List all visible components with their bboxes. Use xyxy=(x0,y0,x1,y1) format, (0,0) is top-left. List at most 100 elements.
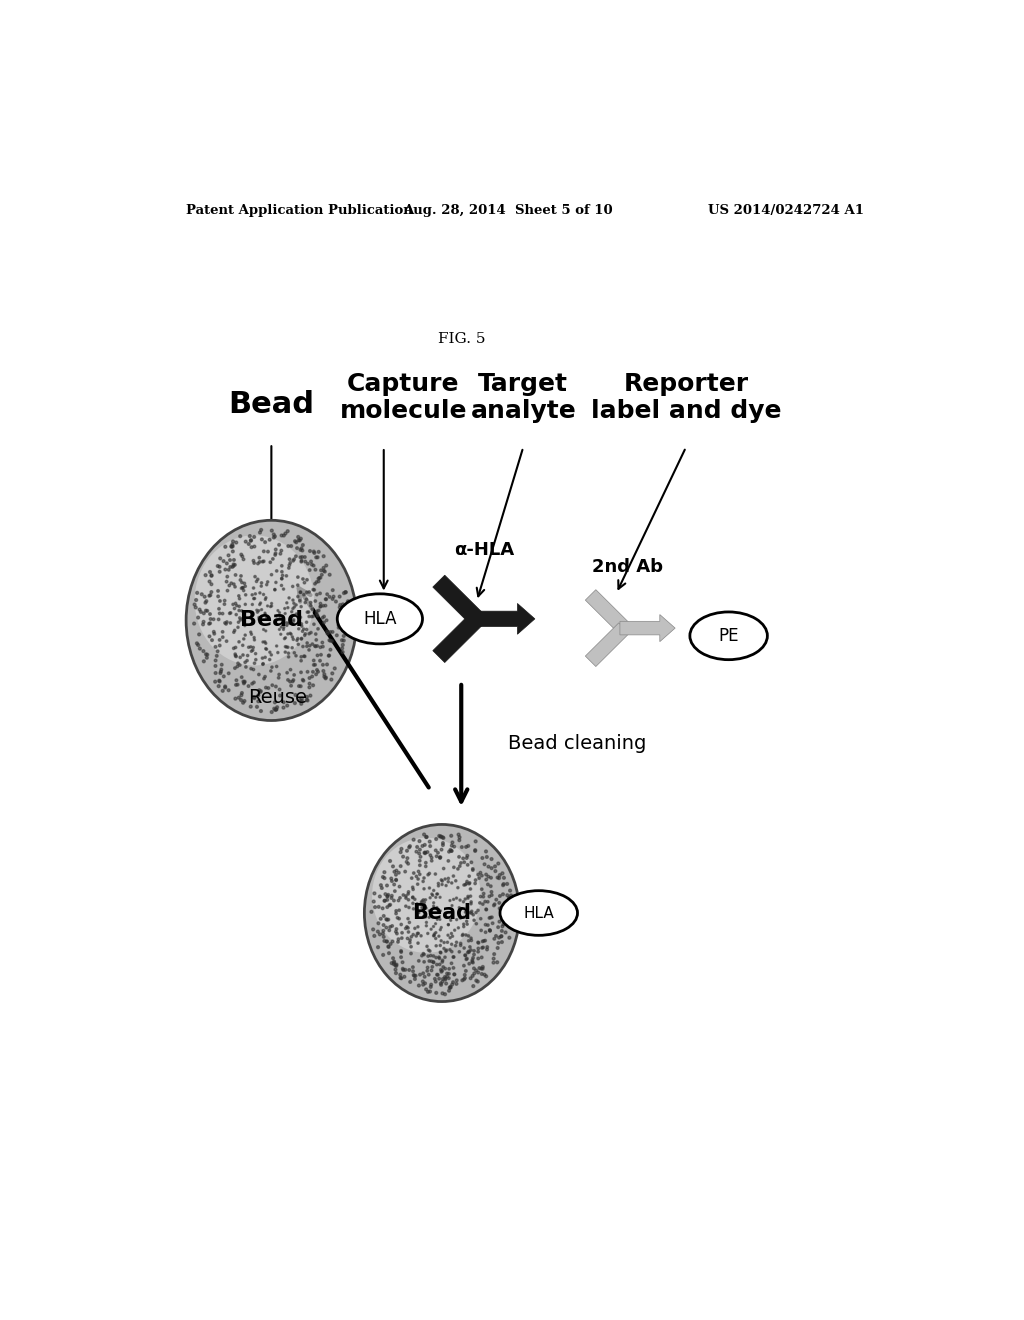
Point xyxy=(295,636,311,657)
Point xyxy=(436,939,453,960)
Point xyxy=(433,931,450,952)
Point xyxy=(224,535,241,556)
Point xyxy=(391,900,408,921)
Point xyxy=(239,649,255,671)
Point xyxy=(279,615,295,636)
Point xyxy=(472,886,488,907)
Point xyxy=(425,884,441,906)
Point xyxy=(307,623,324,644)
Point xyxy=(418,898,434,919)
Point xyxy=(227,688,244,709)
Point xyxy=(249,602,265,623)
Point xyxy=(314,655,331,676)
Point xyxy=(461,941,477,962)
Point xyxy=(435,858,452,879)
Point xyxy=(255,583,271,605)
Point xyxy=(302,685,318,706)
Point xyxy=(435,834,452,855)
Point xyxy=(432,935,449,956)
Point xyxy=(299,661,315,682)
Point xyxy=(492,911,508,932)
Point xyxy=(442,927,459,948)
Point xyxy=(380,884,396,906)
Point xyxy=(422,887,438,908)
Text: Target
analyte: Target analyte xyxy=(470,372,577,422)
Point xyxy=(257,647,273,668)
Point xyxy=(393,946,410,968)
Point xyxy=(465,948,481,969)
Point xyxy=(216,594,232,615)
Point xyxy=(256,668,272,689)
Point xyxy=(271,678,288,700)
Point xyxy=(394,958,411,979)
Point xyxy=(374,878,390,899)
Point xyxy=(339,620,355,642)
Point xyxy=(460,886,476,907)
Point xyxy=(486,928,503,949)
Point xyxy=(403,927,420,948)
Point xyxy=(211,630,227,651)
Point xyxy=(443,841,460,862)
Point xyxy=(452,907,468,928)
Point xyxy=(232,525,249,546)
Point xyxy=(400,898,417,919)
Point xyxy=(418,907,434,928)
Point xyxy=(246,587,262,609)
Point xyxy=(313,564,330,585)
Point xyxy=(388,869,404,890)
Point xyxy=(244,537,260,558)
Point xyxy=(211,609,227,630)
Point xyxy=(431,954,447,975)
Point xyxy=(456,907,472,928)
Point xyxy=(280,520,296,541)
Point xyxy=(451,917,467,939)
Point xyxy=(482,907,499,928)
Point xyxy=(435,957,452,978)
Point xyxy=(262,597,279,618)
Point xyxy=(222,557,239,578)
Point xyxy=(231,655,248,676)
Point xyxy=(315,611,332,632)
Point xyxy=(307,590,324,611)
Point xyxy=(486,944,503,965)
Point xyxy=(483,849,500,870)
Point xyxy=(395,884,412,906)
Point xyxy=(483,867,500,888)
Point xyxy=(393,941,410,962)
Point xyxy=(411,861,427,882)
Point xyxy=(198,644,214,665)
Point xyxy=(412,830,428,851)
Point xyxy=(456,891,472,912)
Point xyxy=(465,859,481,880)
Point xyxy=(246,577,262,598)
Point xyxy=(456,851,472,873)
Point xyxy=(230,585,247,606)
Point xyxy=(445,946,462,968)
Point xyxy=(196,651,212,672)
Point xyxy=(366,891,382,912)
Point xyxy=(275,697,292,718)
Point xyxy=(333,605,349,626)
Point xyxy=(189,607,206,628)
Point xyxy=(324,631,340,652)
Point xyxy=(455,847,471,869)
Point xyxy=(457,968,473,989)
Point xyxy=(371,896,387,917)
Point xyxy=(415,890,431,911)
Point xyxy=(397,887,414,908)
Point xyxy=(305,579,322,601)
Point xyxy=(398,841,415,862)
Point xyxy=(314,607,331,628)
Point xyxy=(253,681,269,702)
Point xyxy=(319,623,336,644)
Point xyxy=(470,972,486,993)
Point xyxy=(471,957,487,978)
Point xyxy=(438,875,455,896)
Point xyxy=(283,623,299,644)
Point xyxy=(382,916,398,937)
Point xyxy=(452,826,468,847)
Point xyxy=(434,960,451,981)
Point xyxy=(231,595,248,616)
Point xyxy=(206,622,222,643)
Point xyxy=(189,582,206,603)
